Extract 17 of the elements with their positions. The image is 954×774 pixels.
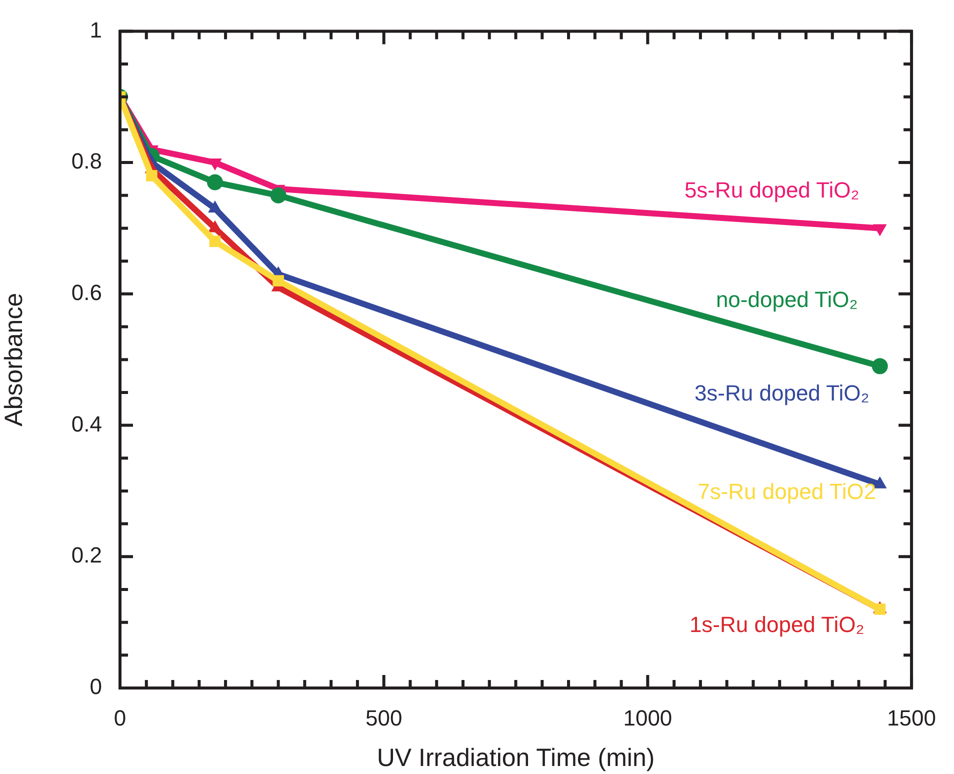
series-label: 1s-Ru doped TiO₂	[689, 612, 864, 638]
y-axis-title: Absorbance	[0, 292, 28, 426]
x-tick-label: 500	[365, 705, 402, 730]
x-axis-title: UV Irradiation Time (min)	[376, 744, 655, 772]
y-tick-label: 0.2	[71, 542, 102, 568]
series-label: no-doped TiO₂	[716, 287, 858, 312]
series-label: 7s-Ru doped TiO2	[698, 479, 876, 504]
y-tick-label: 0.6	[71, 280, 102, 305]
series-label: 5s-Ru doped TiO₂	[684, 177, 860, 202]
x-tick-label: 0	[114, 705, 126, 730]
x-tick-label: 1000	[623, 705, 672, 730]
y-tick-label: 0	[90, 674, 102, 700]
series-label: 3s-Ru doped TiO₂	[694, 380, 870, 406]
y-tick-label: 1	[90, 17, 102, 42]
y-tick-label: 0.4	[71, 411, 102, 436]
y-tick-label: 0.8	[71, 148, 102, 174]
x-tick-label: 1500	[887, 705, 936, 730]
